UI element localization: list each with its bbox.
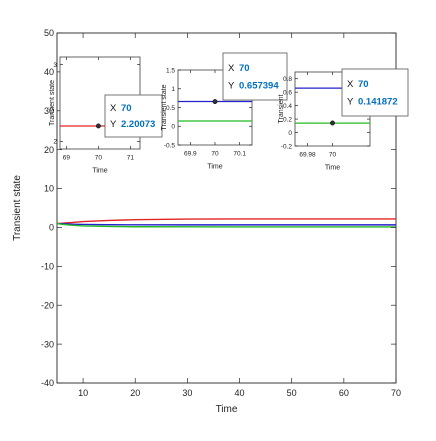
inset-1-chart: 69 70 71 2 3 Time Transient state X 70 Y 2.20073 (49, 56, 163, 175)
x-axis-label: Time (325, 165, 340, 172)
x-tick-label: 60 (339, 388, 349, 398)
x-tick-label: 50 (287, 388, 297, 398)
x-tick-label: 70 (211, 151, 219, 158)
y-tick-label: 1.5 (166, 67, 175, 74)
y-tick-label: 2 (53, 139, 57, 146)
y-tick-label: -0.5 (164, 142, 176, 149)
y-tick-label: -30 (41, 339, 54, 349)
series-line-2 (56, 222, 396, 226)
y-axis-label: Transient state (12, 175, 23, 241)
x-tick-label: 40 (235, 388, 245, 398)
datatip-x-value: 70 (239, 63, 250, 74)
y-tick-label: 10 (44, 184, 54, 194)
x-tick-label: 70 (329, 152, 337, 159)
datatip-x-key: X (110, 103, 117, 114)
datatip-marker (95, 123, 101, 129)
datatip-y-value: 2.20073 (121, 119, 155, 130)
datatip-y-key: Y (347, 97, 354, 108)
y-tick-label: 0.5 (166, 105, 175, 112)
datatip-y-key: Y (228, 81, 235, 92)
y-tick-label: 3 (53, 62, 57, 69)
y-tick-label: 0.6 (283, 89, 292, 96)
inset-2-chart: 69.9 70 70.1 -0.5 0 0.5 1 1.5 Time Transient stat… (161, 52, 288, 171)
x-tick-label: 69.98 (299, 152, 316, 159)
datatip-y-key: Y (110, 119, 117, 130)
y-tick-label: 0.2 (283, 116, 292, 123)
y-tick-label: 0.4 (283, 103, 292, 110)
datatip-box (341, 68, 409, 117)
x-tick-label: 70.1 (233, 151, 246, 158)
datatip-y-value: 0.657394 (239, 81, 279, 92)
x-tick-label: 70 (95, 155, 103, 162)
y-tick-label: -40 (41, 378, 54, 388)
datatip-x-value: 70 (121, 103, 132, 114)
y-tick-label: 0 (49, 223, 54, 233)
y-tick-label: 0.8 (283, 76, 292, 83)
datatip-box (222, 52, 288, 101)
x-tick-label: 70 (391, 388, 401, 398)
x-axis-label: Time (207, 164, 222, 171)
y-axis-label: Transient state (161, 84, 168, 130)
datatip-x-value: 70 (358, 79, 369, 90)
datatip-marker (212, 99, 218, 105)
x-tick-label: 69.9 (184, 151, 197, 158)
y-tick-label: 0 (171, 124, 175, 131)
series-line-3 (56, 222, 396, 228)
y-axis-label: Transient (278, 94, 285, 123)
datatip-y-value: 0.141872 (358, 97, 398, 108)
x-tick-label: 20 (130, 388, 140, 398)
y-tick-label: -20 (41, 300, 54, 310)
y-tick-label: 20 (44, 145, 54, 155)
datatip-x-key: X (228, 63, 235, 74)
y-tick-label: 0 (288, 130, 292, 137)
datatip-box (104, 94, 163, 138)
y-tick-label: 1 (171, 86, 175, 93)
x-tick-label: 71 (127, 155, 135, 162)
y-tick-label: -0.2 (281, 143, 293, 150)
y-tick-label: 40 (44, 67, 54, 77)
x-tick-label: 30 (182, 388, 192, 398)
y-tick-label: 50 (44, 28, 54, 38)
inset-3-chart: 69.98 70 -0.2 0 0.2 0.4 0.6 0.8 Time Transient X 70… (278, 68, 409, 172)
y-tick-label: -10 (41, 261, 54, 271)
y-tick-label: 30 (44, 106, 54, 116)
x-tick-label: 10 (78, 388, 88, 398)
datatip-x-key: X (347, 79, 354, 90)
x-tick-label: 69 (63, 155, 71, 162)
x-axis-label: Time (92, 168, 107, 175)
x-axis-label: Time (216, 404, 238, 415)
datatip-marker (330, 120, 335, 126)
y-axis-label: Transient state (49, 80, 56, 126)
series-line-1 (56, 218, 396, 225)
